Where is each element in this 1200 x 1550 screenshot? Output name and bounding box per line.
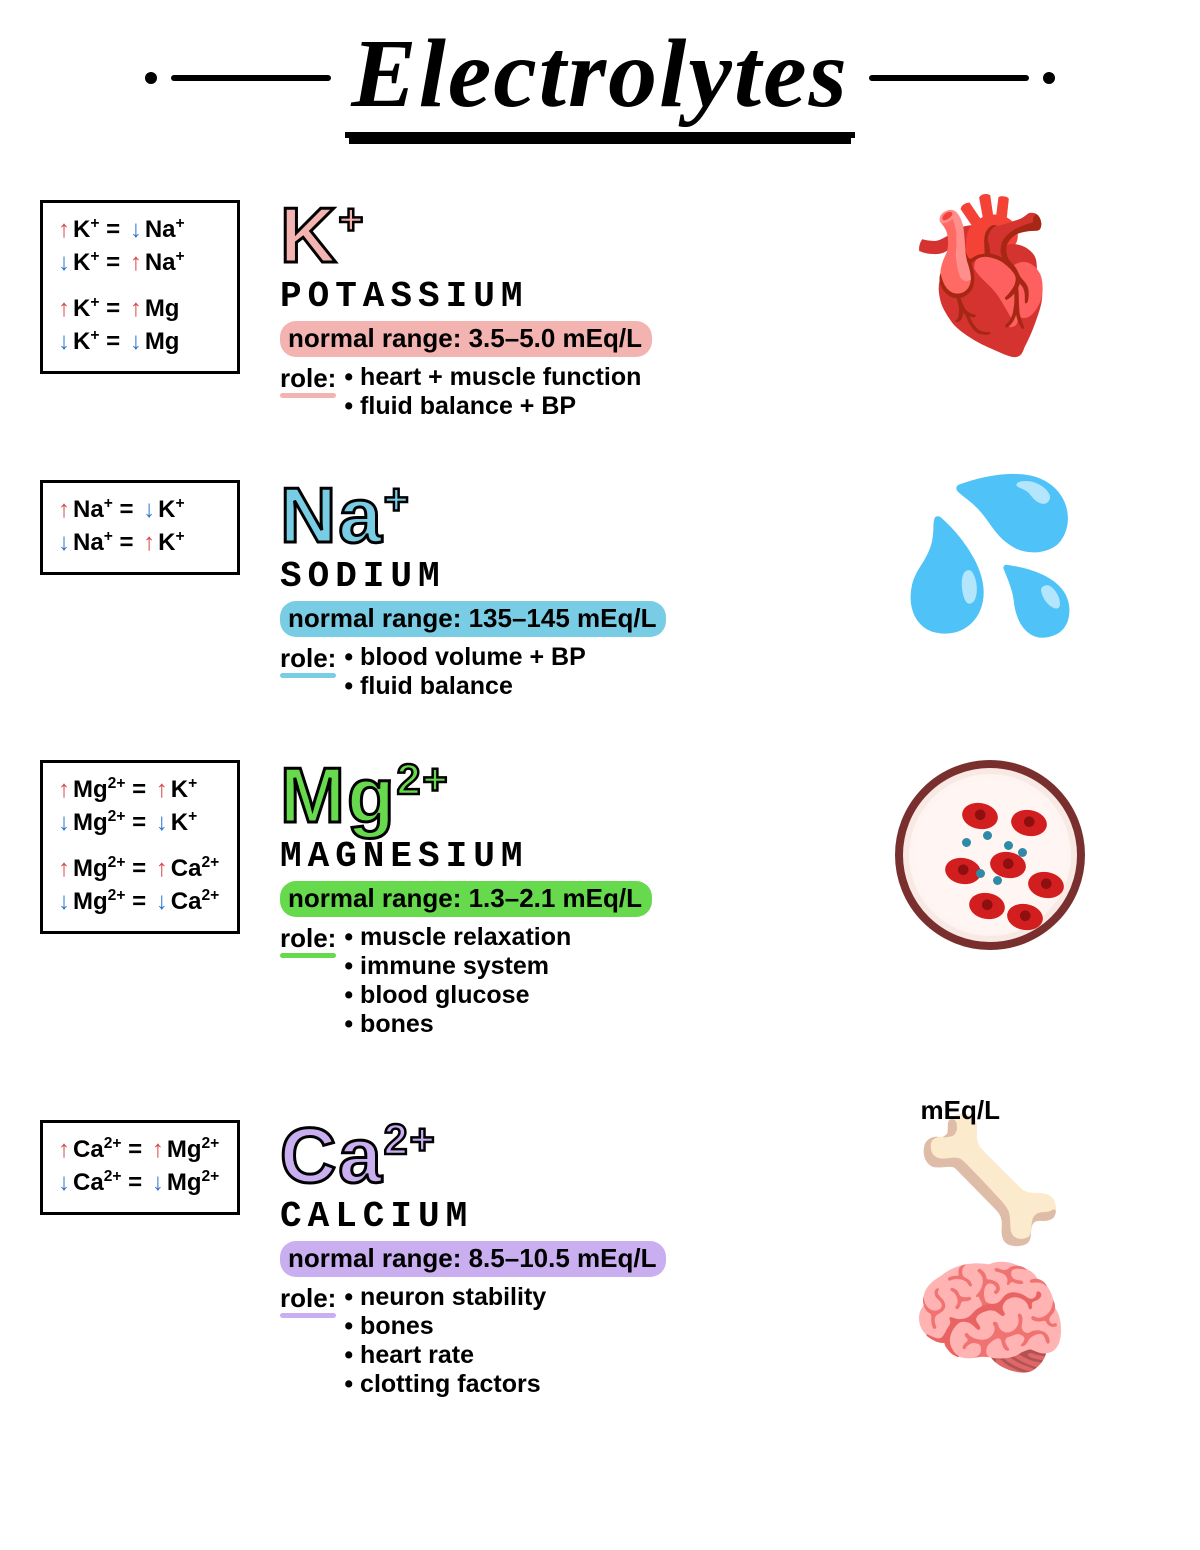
relation-line: ↑Ca2+ = ↑Mg2+: [55, 1133, 225, 1166]
roles-block: role: muscle relaxationimmune systembloo…: [280, 923, 800, 1039]
relation-line: ↓K+ = ↓Mg: [55, 325, 225, 358]
normal-range: normal range: 1.3–2.1 mEq/L: [280, 881, 652, 917]
role-label: role:: [280, 363, 336, 396]
relation-line: ↓Mg2+ = ↓K+: [55, 806, 225, 839]
role-item: immune system: [344, 952, 800, 981]
relations-box: ↑Mg2+ = ↑K+↓Mg2+ = ↓K+ ↑Mg2+ = ↑Ca2+↓Mg2+…: [40, 760, 240, 934]
relation-line: ↑Mg2+ = ↑Ca2+: [55, 852, 225, 885]
electrolyte-card: Ca2+ CALCIUM normal range: 8.5–10.5 mEq/…: [280, 1120, 800, 1399]
role-item: clotting factors: [344, 1370, 800, 1399]
stray-unit-label: mEq/L: [921, 1095, 1000, 1126]
electrolyte-name: POTASSIUM: [280, 276, 800, 317]
electrolyte-card: Na+ SODIUM normal range: 135–145 mEq/L r…: [280, 480, 800, 701]
electrolyte-name: MAGNESIUM: [280, 836, 800, 877]
relation-line: ↓K+ = ↑Na+: [55, 246, 225, 279]
role-item: neuron stability: [344, 1283, 800, 1312]
chemical-symbol: Na+: [280, 480, 800, 550]
illustration: [830, 760, 1150, 950]
role-item: bones: [344, 1312, 800, 1341]
title-rule-left: [171, 75, 331, 81]
electrolyte-card: Mg2+ MAGNESIUM normal range: 1.3–2.1 mEq…: [280, 760, 800, 1039]
electrolyte-row-sodium: ↑Na+ = ↓K+↓Na+ = ↑K+ Na+ SODIUM normal r…: [40, 480, 1160, 701]
normal-range: normal range: 8.5–10.5 mEq/L: [280, 1241, 666, 1277]
role-label: role:: [280, 923, 336, 956]
relations-box: ↑K+ = ↓Na+↓K+ = ↑Na+ ↑K+ = ↑Mg↓K+ = ↓Mg: [40, 200, 240, 374]
electrolyte-row-magnesium: ↑Mg2+ = ↑K+↓Mg2+ = ↓K+ ↑Mg2+ = ↑Ca2+↓Mg2+…: [40, 760, 1160, 1039]
chemical-symbol: Ca2+: [280, 1120, 800, 1190]
bone-and-brain-icon: 🧠: [909, 1254, 1071, 1384]
relation-line: ↑Mg2+ = ↑K+: [55, 773, 225, 806]
chemical-symbol: Mg2+: [280, 760, 800, 830]
page-title: Electrolytes: [345, 18, 855, 138]
role-label: role:: [280, 1283, 336, 1316]
relation-line: ↑K+ = ↓Na+: [55, 213, 225, 246]
role-item: blood glucose: [344, 981, 800, 1010]
electrolyte-name: CALCIUM: [280, 1196, 800, 1237]
role-item: fluid balance + BP: [344, 392, 800, 421]
illustration: 🦴🧠: [830, 1120, 1150, 1384]
relation-line: ↓Na+ = ↑K+: [55, 526, 225, 559]
electrolyte-name: SODIUM: [280, 556, 800, 597]
relation-line: ↑Na+ = ↓K+: [55, 493, 225, 526]
heart-icon: 🫀: [897, 200, 1084, 350]
role-list: neuron stabilitybonesheart rateclotting …: [344, 1283, 800, 1399]
title-bar: Electrolytes: [0, 18, 1200, 138]
normal-range: normal range: 3.5–5.0 mEq/L: [280, 321, 652, 357]
roles-block: role: blood volume + BPfluid balance: [280, 643, 800, 701]
role-list: blood volume + BPfluid balance: [344, 643, 800, 701]
role-label: role:: [280, 643, 336, 676]
title-rule-right: [869, 75, 1029, 81]
title-dot-left: [145, 72, 157, 84]
electrolyte-card: K+ POTASSIUM normal range: 3.5–5.0 mEq/L…: [280, 200, 800, 421]
illustration: 💦: [830, 480, 1150, 630]
roles-block: role: neuron stabilitybonesheart rateclo…: [280, 1283, 800, 1399]
electrolyte-row-calcium: ↑Ca2+ = ↑Mg2+↓Ca2+ = ↓Mg2+ Ca2+ CALCIUM …: [40, 1120, 1160, 1399]
bone-and-brain-icon: 🦴: [915, 1120, 1064, 1240]
role-item: heart rate: [344, 1341, 800, 1370]
relation-line: ↑K+ = ↑Mg: [55, 292, 225, 325]
relation-line: ↓Ca2+ = ↓Mg2+: [55, 1166, 225, 1199]
petri-dish-icon: [895, 760, 1085, 950]
role-list: muscle relaxationimmune systemblood gluc…: [344, 923, 800, 1039]
chemical-symbol: K+: [280, 200, 800, 270]
role-item: heart + muscle function: [344, 363, 800, 392]
relation-line: ↓Mg2+ = ↓Ca2+: [55, 885, 225, 918]
electrolyte-row-potassium: ↑K+ = ↓Na+↓K+ = ↑Na+ ↑K+ = ↑Mg↓K+ = ↓Mg K…: [40, 200, 1160, 421]
normal-range: normal range: 135–145 mEq/L: [280, 601, 666, 637]
role-list: heart + muscle functionfluid balance + B…: [344, 363, 800, 421]
title-dot-right: [1043, 72, 1055, 84]
role-item: fluid balance: [344, 672, 800, 701]
role-item: blood volume + BP: [344, 643, 800, 672]
relations-box: ↑Na+ = ↓K+↓Na+ = ↑K+: [40, 480, 240, 575]
relations-box: ↑Ca2+ = ↑Mg2+↓Ca2+ = ↓Mg2+: [40, 1120, 240, 1215]
role-item: bones: [344, 1010, 800, 1039]
roles-block: role: heart + muscle functionfluid balan…: [280, 363, 800, 421]
water-drops-icon: 💦: [897, 480, 1084, 630]
role-item: muscle relaxation: [344, 923, 800, 952]
illustration: 🫀: [830, 200, 1150, 350]
